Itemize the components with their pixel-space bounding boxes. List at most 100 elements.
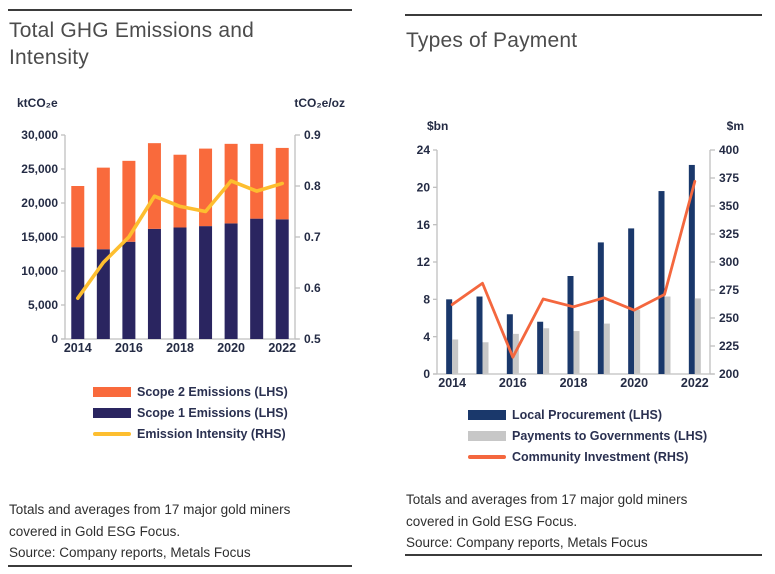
footnote: Totals and averages from 17 major gold m… xyxy=(406,489,687,554)
left-axis-tick-label: 20,000 xyxy=(21,196,58,210)
right-axis-tick-label: 250 xyxy=(719,311,739,325)
bar-segment xyxy=(122,160,136,242)
left-axis-tick-label: 0 xyxy=(51,332,58,346)
bar xyxy=(573,331,580,374)
left-axis-tick-label: 4 xyxy=(423,330,430,344)
bar xyxy=(482,342,489,374)
x-axis-label: 2022 xyxy=(268,341,296,355)
bar xyxy=(664,296,671,374)
bar-segment xyxy=(250,218,264,339)
bar-segment xyxy=(96,249,110,339)
right-axis-tick-label: 400 xyxy=(719,143,739,157)
bar-segment xyxy=(71,247,85,339)
bar-segment xyxy=(250,143,264,219)
left-axis-tick-label: 30,000 xyxy=(21,128,58,142)
left-axis-tick-label: 15,000 xyxy=(21,230,58,244)
bar xyxy=(694,298,701,374)
right-axis-tick-label: 0.8 xyxy=(304,179,321,193)
right-axis-tick-label: 325 xyxy=(719,227,739,241)
bar-segment xyxy=(147,228,161,339)
procurement-swatch-icon xyxy=(468,410,506,420)
payments-legend: Local Procurement (LHS) Payments to Gove… xyxy=(468,408,707,471)
bar-segment xyxy=(173,154,187,228)
footnote-line: Totals and averages from 17 major gold m… xyxy=(406,492,688,507)
bar xyxy=(506,314,513,374)
x-axis-label: 2018 xyxy=(166,341,194,355)
bar xyxy=(452,339,459,374)
left-axis-unit-label: $bn xyxy=(427,119,449,133)
legend-item: Local Procurement (LHS) xyxy=(468,408,707,422)
legend-label: Payments to Governments (LHS) xyxy=(512,429,708,443)
x-axis-label: 2016 xyxy=(499,376,527,390)
legend-item: Emission Intensity (RHS) xyxy=(93,427,288,441)
right-axis-tick-label: 0.7 xyxy=(304,230,321,244)
trend-line xyxy=(75,179,285,300)
bar xyxy=(634,309,641,374)
bar-segment xyxy=(147,143,161,229)
right-axis-tick-label: 0.5 xyxy=(304,332,321,346)
top-rule xyxy=(405,14,762,16)
bar xyxy=(446,299,453,374)
left-axis-tick-label: 0 xyxy=(423,367,430,381)
footnote-line: covered in Gold ESG Focus. xyxy=(406,513,578,529)
right-axis-unit-label: $m xyxy=(726,119,744,133)
x-axis-label: 2014 xyxy=(438,376,466,390)
x-axis-label: 2020 xyxy=(217,341,245,355)
left-axis-tick-label: 20 xyxy=(417,181,431,195)
right-axis-tick-label: 0.9 xyxy=(304,128,321,142)
ghg-panel: Total GHG Emissions and Intensity ktCO₂e… xyxy=(8,0,352,574)
right-axis-tick-label: 275 xyxy=(719,283,739,297)
right-axis-tick-label: 0.6 xyxy=(304,281,321,295)
left-axis-tick-label: 10,000 xyxy=(21,264,58,278)
left-axis-tick-label: 25,000 xyxy=(21,162,58,176)
community-line-swatch-icon xyxy=(468,455,506,459)
bar-segment xyxy=(199,226,213,339)
bar xyxy=(537,321,544,374)
bar-segment xyxy=(96,167,110,250)
bar-segment xyxy=(173,227,187,339)
footnote-line: covered in Gold ESG Focus. xyxy=(9,523,181,539)
right-axis-tick-label: 225 xyxy=(719,339,739,353)
bar xyxy=(476,296,483,374)
left-axis-tick-label: 12 xyxy=(417,255,431,269)
bar xyxy=(688,164,695,374)
right-axis-tick-label: 350 xyxy=(719,199,739,213)
source-line: Source: Company reports, Metals Focus xyxy=(406,535,648,550)
bar-segment xyxy=(71,186,85,248)
x-axis-label: 2014 xyxy=(64,341,92,355)
x-axis-label: 2016 xyxy=(115,341,143,355)
source-line: Source: Company reports, Metals Focus xyxy=(9,545,251,560)
ghg-emissions-chart: 0 5,000 10,000 15,000 20,000 25,000 30,000 0.5 0… xyxy=(21,128,321,355)
page-title: Types of Payment xyxy=(406,29,578,52)
legend-item: Community Investment (RHS) xyxy=(468,450,707,464)
right-axis-tick-label: 200 xyxy=(719,367,739,381)
left-axis-tick-label: 5,000 xyxy=(28,298,58,312)
bar-segment xyxy=(122,241,136,339)
trend-line xyxy=(450,179,697,359)
x-axis-label: 2018 xyxy=(560,376,588,390)
bottom-rule xyxy=(8,565,352,567)
bar-segment xyxy=(224,223,238,339)
left-axis-tick-label: 24 xyxy=(417,143,431,157)
legend-label: Emission Intensity (RHS) xyxy=(137,427,286,441)
bar xyxy=(628,228,635,374)
intensity-line-swatch-icon xyxy=(93,432,131,436)
top-rule xyxy=(8,9,352,11)
right-axis-unit-label: tCO₂e/oz xyxy=(294,96,345,110)
legend-label: Local Procurement (LHS) xyxy=(512,408,663,422)
left-axis-tick-label: 16 xyxy=(417,218,431,232)
legend-item: Scope 1 Emissions (LHS) xyxy=(93,406,288,420)
legend-label: Community Investment (RHS) xyxy=(512,450,689,464)
bar xyxy=(567,276,574,374)
x-axis-label: 2022 xyxy=(681,376,709,390)
x-axis-label: 2020 xyxy=(620,376,648,390)
scope1-swatch-icon xyxy=(93,408,131,418)
bar-segment xyxy=(199,148,213,227)
bar xyxy=(543,328,550,374)
legend-label: Scope 1 Emissions (LHS) xyxy=(137,406,288,420)
legend-label: Scope 2 Emissions (LHS) xyxy=(137,385,288,399)
bottom-rule xyxy=(405,554,762,556)
legend-item: Payments to Governments (LHS) xyxy=(468,429,707,443)
page-title: Total GHG Emissions and Intensity xyxy=(9,19,255,69)
left-axis-tick-label: 8 xyxy=(423,293,430,307)
